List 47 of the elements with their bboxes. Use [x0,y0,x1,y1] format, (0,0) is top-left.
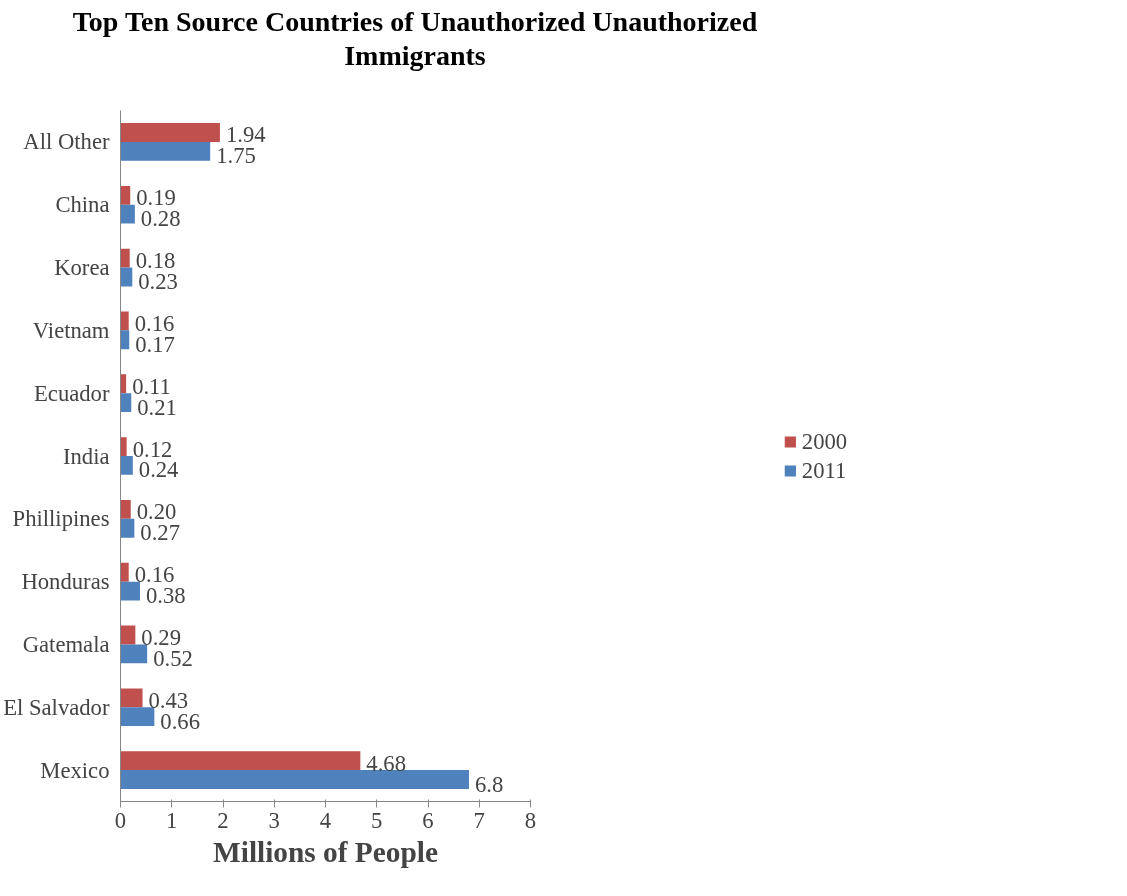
bar [120,248,130,268]
bar [120,770,469,789]
x-tick-label: 7 [473,807,485,833]
y-tick-label: Phillipines [12,506,110,532]
y-tick-label: Vietnam [32,317,110,343]
legend-label: 2011 [801,457,847,483]
chart-title: Top Ten Source Countries of Unauthorized Unauthorized Immigrants [71,5,759,73]
y-tick-label: China [55,192,110,218]
y-tick-label: Gatemala [22,631,110,657]
bar [120,707,155,727]
legend-label: 2000 [801,428,848,454]
bar [120,456,133,475]
bar [120,562,129,582]
y-tick-label: Korea [54,255,110,281]
x-axis-title: Millions of People [213,835,438,868]
bar [120,204,135,224]
x-tick-label: 2 [217,807,229,833]
x-tick-label: 3 [268,807,280,833]
x-tick-label: 6 [422,807,434,833]
y-tick-label: Ecuador [34,380,110,406]
bar [120,518,135,538]
bar [120,625,136,645]
x-tick-label: 0 [114,807,127,833]
x-tick-label: 8 [524,807,537,833]
bar [120,393,132,413]
x-tick-label: 4 [319,807,332,833]
bar [120,581,140,601]
bar [120,311,129,331]
data-label: 4.68 [366,750,407,776]
bar [120,644,148,664]
bar [120,499,131,519]
y-tick-label: India [62,443,110,469]
y-tick-label: Honduras [21,569,110,595]
data-label: 6.8 [475,771,504,797]
y-tick-label: All Other [23,129,110,155]
bar [120,374,127,394]
x-tick-label: 5 [371,807,383,833]
bar [120,437,127,456]
y-tick-label: El Salvador [3,694,110,720]
bar [120,751,361,771]
bar [120,330,130,350]
bar [120,185,131,205]
x-tick-label: 1 [166,807,178,833]
y-tick-label: Mexico [40,757,110,783]
bar [120,123,220,142]
bar [120,141,211,161]
bar [120,688,143,708]
